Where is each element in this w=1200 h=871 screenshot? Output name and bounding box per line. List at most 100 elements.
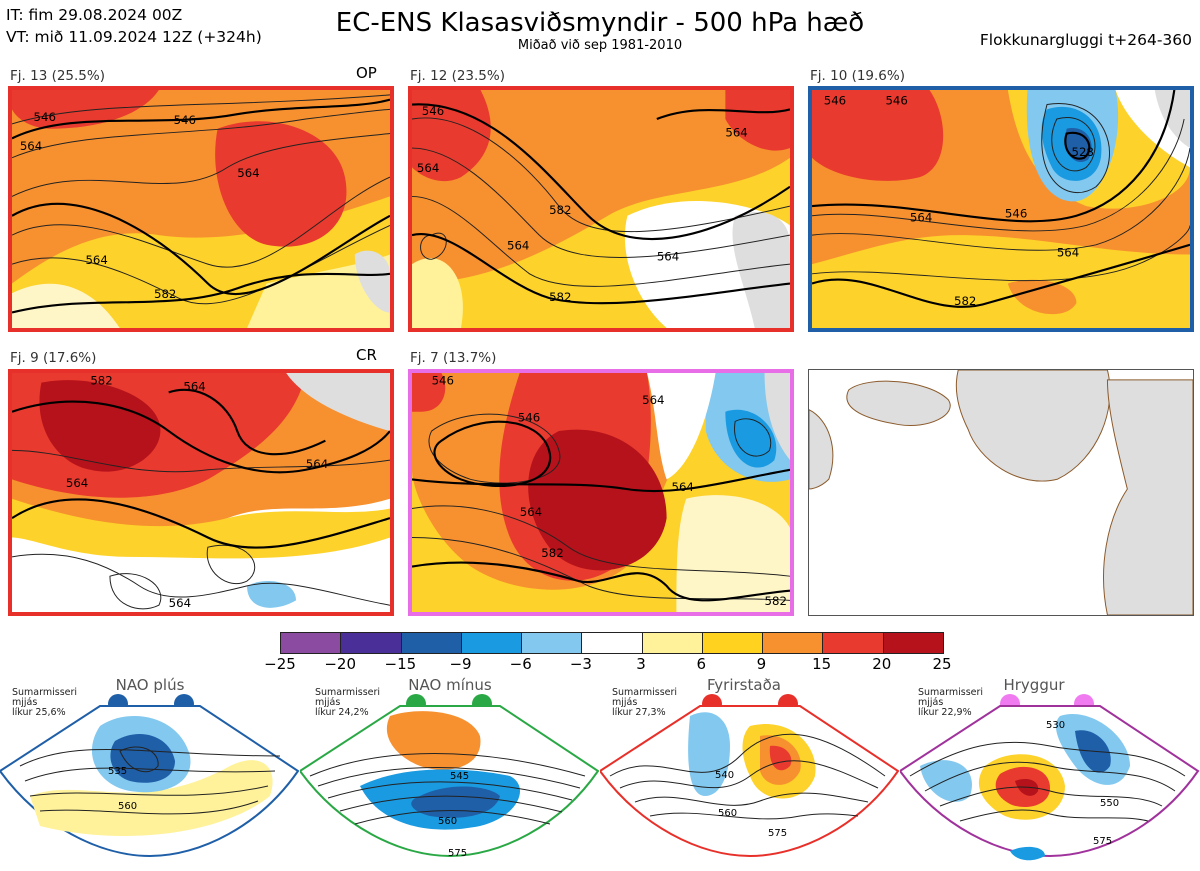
regime-note-line: líkur 22,9% xyxy=(918,707,972,718)
colorbar-tick-label: −25 xyxy=(264,655,296,673)
contour-label: 575 xyxy=(448,848,467,859)
contour-label: 546 xyxy=(34,110,56,124)
contour-label: 564 xyxy=(642,393,664,407)
colorbar-tick-label: 25 xyxy=(932,655,952,673)
contour-label: 564 xyxy=(1057,245,1079,259)
cluster-map-fj12: 564 546 564 582 564 564 582 xyxy=(408,86,794,332)
contour-label: 575 xyxy=(1093,836,1112,847)
colorbar-tick-label: 15 xyxy=(812,655,832,673)
panel-1-label: Fj. 13 (25.5%) xyxy=(10,68,105,84)
regime-name: Hryggur xyxy=(1003,676,1065,694)
regime-note-line: mjjás xyxy=(315,697,341,708)
colorbar-swatch xyxy=(341,633,402,653)
contour-label: 546 xyxy=(174,113,196,127)
classification-window: Flokkunargluggi t+264-360 xyxy=(979,31,1192,49)
panel-4-label: Fj. 9 (17.6%) xyxy=(10,350,97,366)
contour-label: 540 xyxy=(715,770,734,781)
regime-note-line: mjjás xyxy=(12,697,38,708)
contour-label: 564 xyxy=(725,126,747,140)
panel-4-tag: CR xyxy=(356,346,377,364)
contour-label: 564 xyxy=(66,476,88,490)
colorbar-tick-label: 3 xyxy=(636,655,646,673)
regime-nao-minus: NAO mínus Sumarmisseri mjjás líkur 24,2%… xyxy=(300,676,600,871)
contour-label: 564 xyxy=(672,480,694,494)
colorbar-tick-label: 9 xyxy=(756,655,767,673)
contour-label: 564 xyxy=(20,139,42,153)
colorbar-swatch xyxy=(763,633,824,653)
header-times: IT: fim 29.08.2024 00Z VT: mið 11.09.202… xyxy=(6,4,262,48)
page-title: EC-ENS Klasasviðsmyndir - 500 hPa hæð xyxy=(335,8,865,38)
contour-label: 564 xyxy=(657,249,679,263)
colorbar-swatch xyxy=(401,633,462,653)
regime-name: NAO plús xyxy=(115,676,185,694)
regime-note-line: Sumarmisseri xyxy=(315,687,381,698)
colorbar-swatch xyxy=(582,633,643,653)
contour-label: 582 xyxy=(154,287,176,301)
panel-1-tag: OP xyxy=(356,64,377,82)
contour-label: 546 xyxy=(518,410,540,424)
valid-time: VT: mið 11.09.2024 12Z (+324h) xyxy=(6,28,262,46)
regime-note-line: líkur 27,3% xyxy=(612,707,666,718)
contour-label: 560 xyxy=(438,816,457,827)
regime-note-line: Sumarmisseri xyxy=(612,687,678,698)
contour-label: 564 xyxy=(306,457,328,471)
contour-label: 582 xyxy=(765,594,787,608)
regime-note: Sumarmisseri mjjás líkur 27,3% xyxy=(612,688,677,718)
regime-note-line: mjjás xyxy=(612,697,638,708)
contour-label: 550 xyxy=(1100,798,1119,809)
contour-label: 575 xyxy=(768,828,787,839)
regime-note: Sumarmisseri mjjás líkur 25,6% xyxy=(12,688,77,718)
colorbar-tick-label: 20 xyxy=(872,655,892,673)
regime-note: Sumarmisseri mjjás líkur 22,9% xyxy=(918,688,983,718)
contour-label: 564 xyxy=(507,239,529,253)
contour-label: 582 xyxy=(954,294,976,308)
colorbar-tick-label: −20 xyxy=(324,655,356,673)
contour-label: 545 xyxy=(450,771,469,782)
contour-label: 564 xyxy=(169,596,191,610)
colorbar-swatch xyxy=(281,633,342,653)
contour-label: 546 xyxy=(1005,207,1027,221)
contour-label: 546 xyxy=(422,104,444,118)
regime-name: NAO mínus xyxy=(408,676,492,694)
colorbar-swatch xyxy=(522,633,583,653)
contour-label: 564 xyxy=(237,166,259,180)
regime-note-line: líkur 24,2% xyxy=(315,707,369,718)
contour-label: 546 xyxy=(824,94,846,108)
regime-name: Fyrirstaða xyxy=(707,676,781,694)
contour-label: 582 xyxy=(549,203,571,217)
contour-label: 546 xyxy=(885,94,907,108)
cluster-map-fj9: 582 564 564 564 564 xyxy=(8,369,394,616)
contour-label: 564 xyxy=(417,161,439,175)
colorbar-tick-label: −3 xyxy=(569,655,592,673)
contour-label: 582 xyxy=(541,546,563,560)
regime-nao-plus: NAO plús Sumarmisseri mjjás líkur 25,6% … xyxy=(0,676,300,871)
colorbar-tick-label: −6 xyxy=(509,655,532,673)
contour-label: 582 xyxy=(90,374,112,388)
colorbar-tick-label: 6 xyxy=(696,655,707,673)
regime-ridge: Hryggur Sumarmisseri mjjás líkur 22,9% 5… xyxy=(900,676,1200,871)
cluster-map-fj10: 546 546 528 564 546 564 582 xyxy=(808,86,1194,332)
colorbar-swatch xyxy=(702,633,764,653)
panel-2-label: Fj. 12 (23.5%) xyxy=(410,68,505,84)
colorbar-swatch xyxy=(642,633,703,653)
contour-label: 530 xyxy=(1046,720,1065,731)
cluster-map-fj7: 546 546 564 564 582 564 582 xyxy=(408,369,794,616)
colorbar-tick-label: −15 xyxy=(384,655,417,673)
contour-label: 564 xyxy=(183,379,205,393)
regime-note: Sumarmisseri mjjás líkur 24,2% xyxy=(315,688,380,718)
issue-time: IT: fim 29.08.2024 00Z xyxy=(6,6,183,24)
empty-basemap-panel xyxy=(808,369,1194,616)
regime-note-line: Sumarmisseri xyxy=(12,687,78,698)
regime-blocking: Fyrirstaða Sumarmisseri mjjás líkur 27,3… xyxy=(600,676,900,871)
regime-note-line: mjjás xyxy=(918,697,944,708)
page-subtitle: Miðað við sep 1981-2010 xyxy=(517,38,683,53)
cluster-map-fj13: 546 546 564 564 564 582 xyxy=(8,86,394,332)
contour-label: 535 xyxy=(108,766,127,777)
contour-label: 546 xyxy=(432,374,454,388)
contour-label: 564 xyxy=(85,253,107,267)
panel-3-label: Fj. 10 (19.6%) xyxy=(810,68,905,84)
regime-note-line: Sumarmisseri xyxy=(918,687,984,698)
colorbar-tick-label: −9 xyxy=(449,655,472,673)
anomaly-colorbar xyxy=(280,632,944,654)
contour-label: 560 xyxy=(118,801,137,812)
